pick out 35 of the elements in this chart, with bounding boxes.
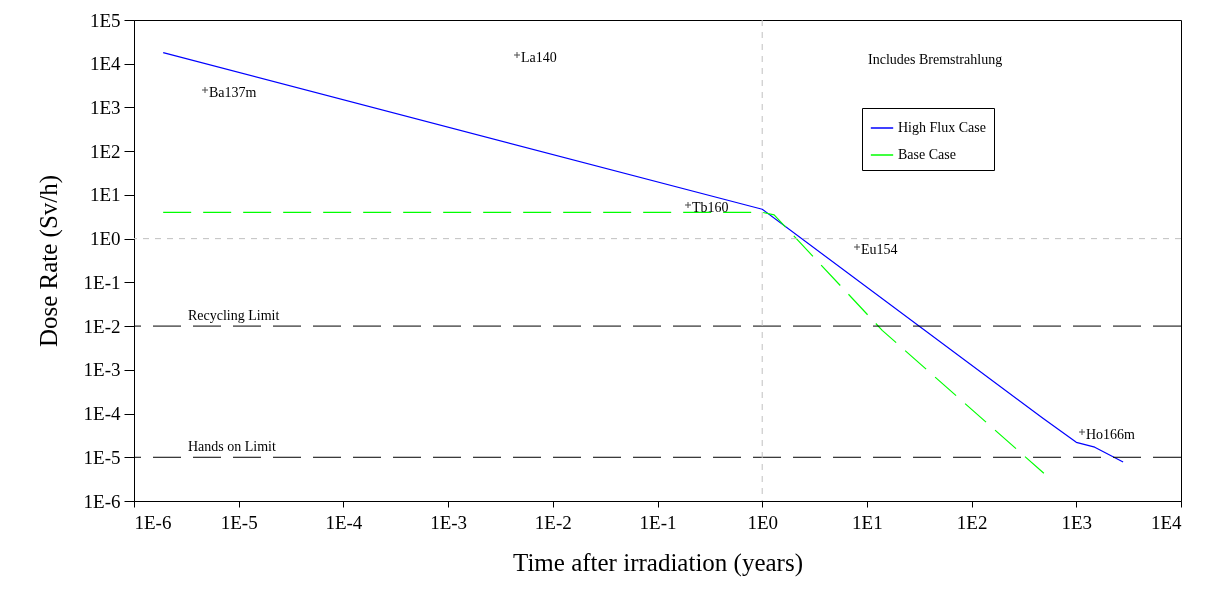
annotation: Eu154 bbox=[861, 242, 898, 257]
y-tick-label: 1E3 bbox=[89, 96, 121, 118]
x-tick-label: 1E2 bbox=[956, 511, 988, 533]
x-axis-title: Time after irradiation (years) bbox=[513, 548, 803, 577]
annotation: Includes Bremstrahlung bbox=[868, 52, 1003, 67]
x-tick-label: 1E4 bbox=[1150, 511, 1182, 533]
legend-label: Base Case bbox=[898, 147, 956, 162]
x-tick-label: 1E-6 bbox=[134, 511, 172, 533]
y-tick-label: 1E-1 bbox=[83, 271, 121, 293]
y-tick-label: 1E5 bbox=[89, 9, 121, 31]
y-tick-label: 1E4 bbox=[89, 53, 121, 75]
y-tick-label: 1E2 bbox=[89, 140, 121, 162]
x-tick-label: 1E-4 bbox=[325, 511, 363, 533]
y-axis-title: Dose Rate (Sv/h) bbox=[34, 174, 63, 348]
y-tick-label: 1E-3 bbox=[83, 359, 121, 381]
x-tick-label: 1E3 bbox=[1061, 511, 1093, 533]
y-tick-label: 1E-4 bbox=[83, 403, 121, 425]
x-tick-label: 1E1 bbox=[852, 511, 883, 533]
annotation: La140 bbox=[521, 50, 557, 65]
annotation: Ba137m bbox=[209, 85, 257, 100]
ref-line-label: Recycling Limit bbox=[188, 308, 280, 324]
ref-line-label: Hands on Limit bbox=[188, 439, 276, 455]
annotation: Tb160 bbox=[692, 200, 729, 215]
y-tick-label: 1E1 bbox=[89, 184, 121, 206]
x-tick-label: 1E-3 bbox=[430, 511, 468, 533]
y-tick-label: 1E-5 bbox=[83, 446, 121, 468]
legend-label: High Flux Case bbox=[898, 120, 986, 135]
x-tick-label: 1E-1 bbox=[639, 511, 677, 533]
y-tick-label: 1E0 bbox=[89, 228, 121, 250]
x-tick-label: 1E-2 bbox=[534, 511, 572, 533]
y-tick-label: 1E-6 bbox=[83, 490, 121, 512]
annotation: Ho166m bbox=[1086, 427, 1136, 442]
x-tick-label: 1E-5 bbox=[220, 511, 258, 533]
x-tick-label: 1E0 bbox=[747, 511, 778, 533]
y-tick-label: 1E-2 bbox=[83, 315, 121, 337]
